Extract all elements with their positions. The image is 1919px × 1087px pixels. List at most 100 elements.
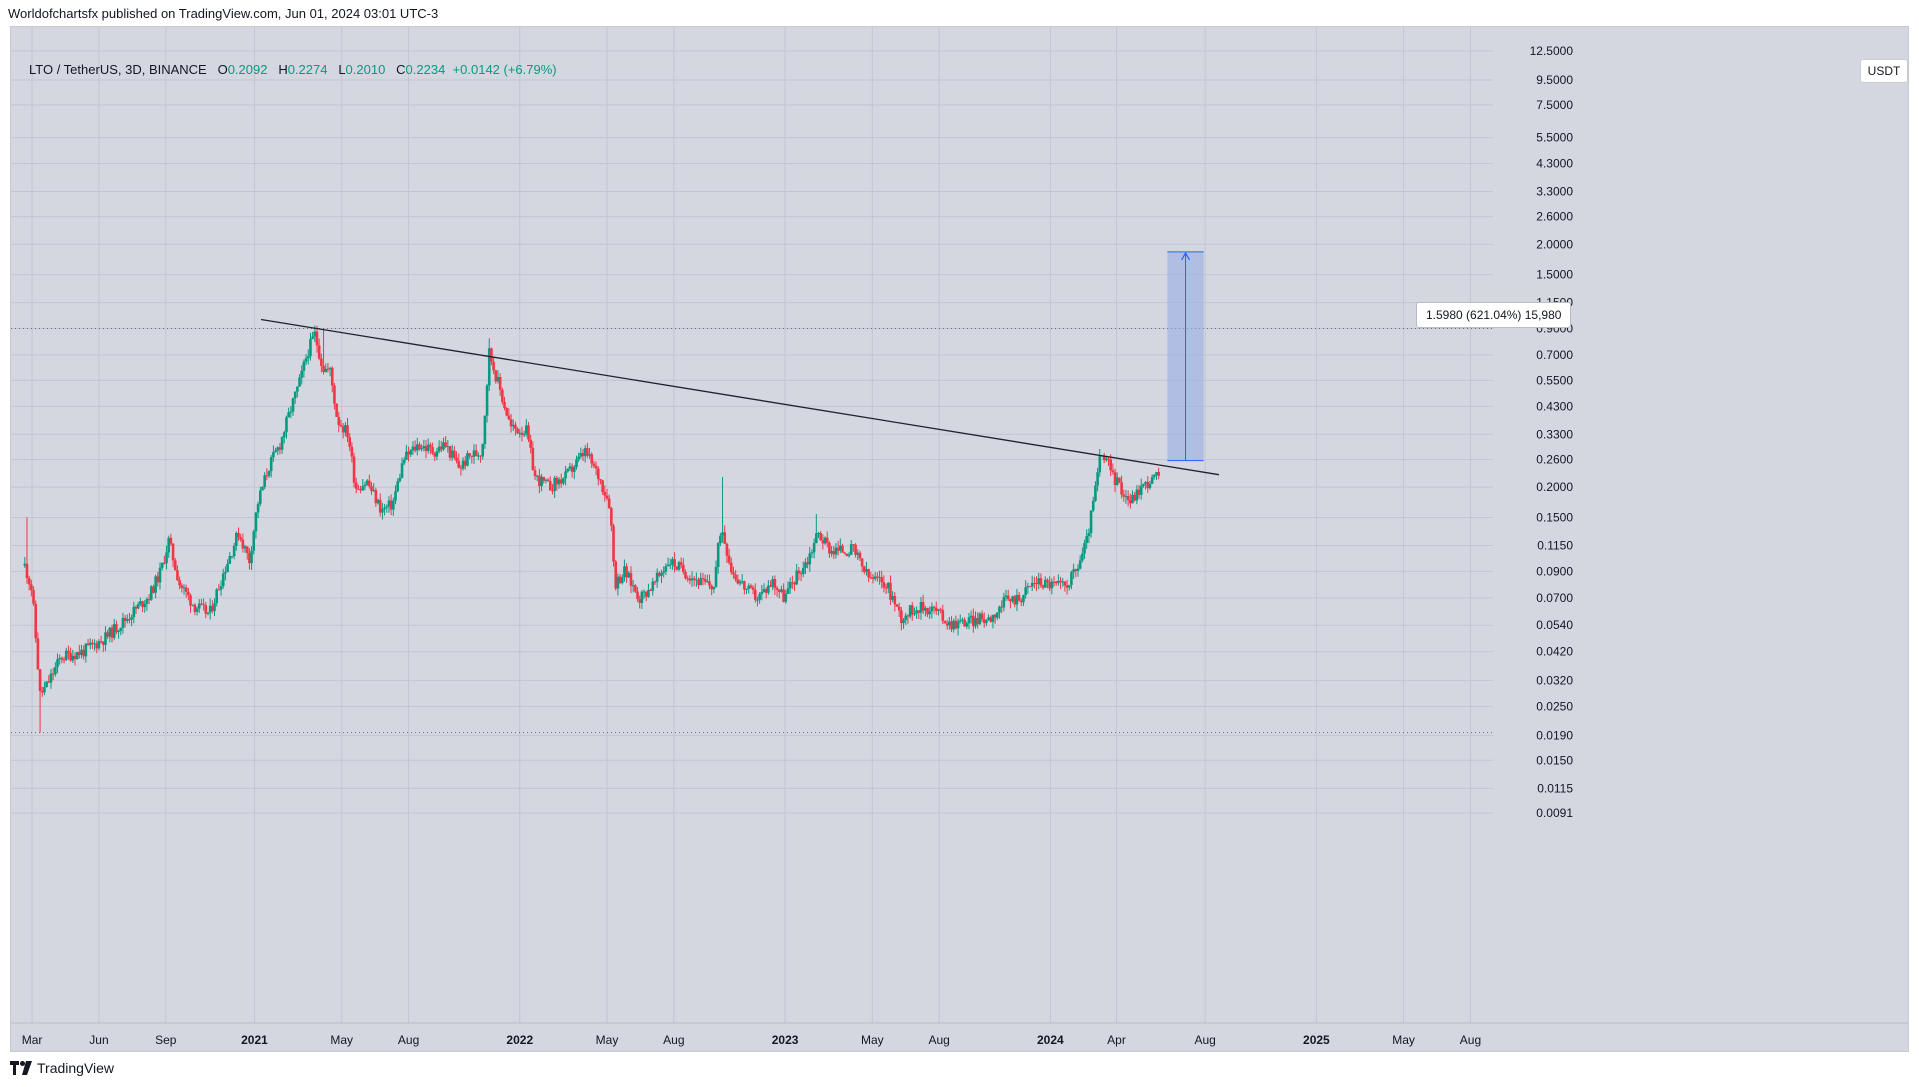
candle-body	[825, 537, 829, 543]
candle-body	[435, 451, 439, 457]
candle-body	[485, 385, 489, 416]
candle-body	[771, 579, 775, 587]
candle-body	[62, 659, 66, 661]
candle-body	[684, 571, 687, 579]
chart-pane[interactable]: 12.5000 9.5000 7.5000 5.5000 4.3000 3.3000 2.6…	[10, 26, 1909, 1052]
candle-body	[287, 412, 290, 418]
candle-body	[479, 455, 482, 457]
candle-body	[797, 570, 801, 574]
candle-body	[581, 453, 585, 457]
candle-body	[934, 607, 938, 611]
candle-body	[605, 495, 609, 499]
candle-body	[293, 391, 297, 399]
candle-body	[841, 545, 844, 553]
candle-body	[538, 475, 541, 487]
candle-body	[463, 460, 467, 466]
candle-body	[651, 581, 655, 591]
open-label: O	[217, 62, 228, 77]
candle-body	[1013, 596, 1017, 605]
candle-body	[1065, 585, 1069, 588]
candle-body	[184, 587, 188, 592]
candle-body	[1009, 599, 1012, 602]
candle-body	[398, 477, 402, 482]
candle-body	[335, 403, 338, 417]
candle-body	[167, 537, 171, 553]
candle-body	[1039, 578, 1043, 586]
candle-body	[38, 669, 42, 691]
candle-body	[64, 650, 68, 660]
candle-body	[429, 444, 432, 448]
price-axis[interactable]: 12.5000 9.5000 7.5000 5.5000 4.3000 3.3000 2.6…	[1493, 27, 1909, 1052]
candle-body	[361, 486, 365, 491]
candle-body	[594, 465, 598, 469]
price-chart[interactable]: 12.5000 9.5000 7.5000 5.5000 4.3000 3.3000 2.6…	[11, 27, 1909, 1052]
candle-body	[913, 613, 916, 615]
candle-body	[1076, 568, 1080, 571]
time-tick-label: Aug	[928, 1033, 949, 1047]
candle-body	[392, 500, 395, 510]
candle-body	[819, 533, 822, 541]
candle-body	[130, 617, 133, 620]
symbol-legend[interactable]: LTO / TetherUS, 3D, BINANCE O0.2092 H0.2…	[29, 62, 557, 77]
price-tick-label: 0.0540	[1536, 618, 1573, 632]
candle-body	[701, 578, 705, 580]
candle-body	[128, 619, 131, 621]
candle-body	[322, 365, 325, 372]
candle-body	[1024, 587, 1027, 596]
candle-body	[171, 543, 175, 561]
currency-button[interactable]: USDT	[1860, 59, 1908, 83]
candle-body	[354, 482, 358, 489]
candle-body	[396, 481, 399, 492]
candle-body	[256, 503, 260, 513]
candle-body	[823, 537, 827, 544]
candle-body	[413, 446, 417, 451]
candle-body	[1002, 597, 1006, 608]
candle-body	[891, 596, 894, 600]
candle-body	[886, 582, 890, 589]
candle-body	[738, 581, 742, 584]
candle-body	[326, 368, 330, 370]
time-tick-label: 2025	[1303, 1033, 1330, 1047]
candle-body	[27, 578, 31, 585]
candle-body	[228, 556, 232, 564]
candle-body	[817, 533, 820, 535]
candle-body	[815, 533, 818, 544]
candle-body	[1131, 494, 1134, 504]
candle-body	[402, 459, 406, 464]
drawings[interactable]	[260, 251, 1220, 476]
candle-body	[498, 377, 502, 390]
candle-body	[882, 582, 886, 588]
candle-body	[1072, 569, 1075, 573]
tradingview-logo[interactable]: TradingView	[10, 1060, 114, 1076]
candle-body	[1074, 569, 1078, 571]
candle-body	[1046, 579, 1049, 582]
candle-body	[82, 649, 85, 657]
candle-body	[834, 547, 838, 555]
candle-body	[860, 558, 864, 567]
candle-body	[1061, 581, 1065, 583]
candle-body	[176, 570, 179, 581]
candle-body	[653, 581, 657, 583]
gridlines	[11, 27, 1493, 1023]
candle-body	[71, 655, 75, 661]
candle-body	[575, 459, 578, 468]
candle-body	[34, 603, 38, 639]
candle-body	[586, 448, 589, 456]
time-axis[interactable]: Mar Jun Sep 2021 May Aug 2022 May Aug 2023 May Aug 2…	[11, 1022, 1909, 1052]
candle-body	[712, 586, 716, 590]
candle-body	[865, 569, 868, 572]
candle-body	[928, 611, 932, 615]
candle-body	[313, 331, 317, 337]
candle-body	[147, 598, 151, 600]
candle-body	[1081, 553, 1084, 561]
candle-body	[88, 642, 92, 646]
candle-body	[784, 593, 788, 602]
candle-body	[856, 552, 860, 555]
candle-body	[1063, 581, 1067, 586]
candle-body	[1070, 572, 1073, 586]
candle-body	[501, 389, 504, 402]
candle-body	[219, 586, 223, 590]
candle-body	[854, 544, 857, 555]
candle-body	[1098, 456, 1102, 473]
price-tick-label: 0.7000	[1536, 348, 1573, 362]
